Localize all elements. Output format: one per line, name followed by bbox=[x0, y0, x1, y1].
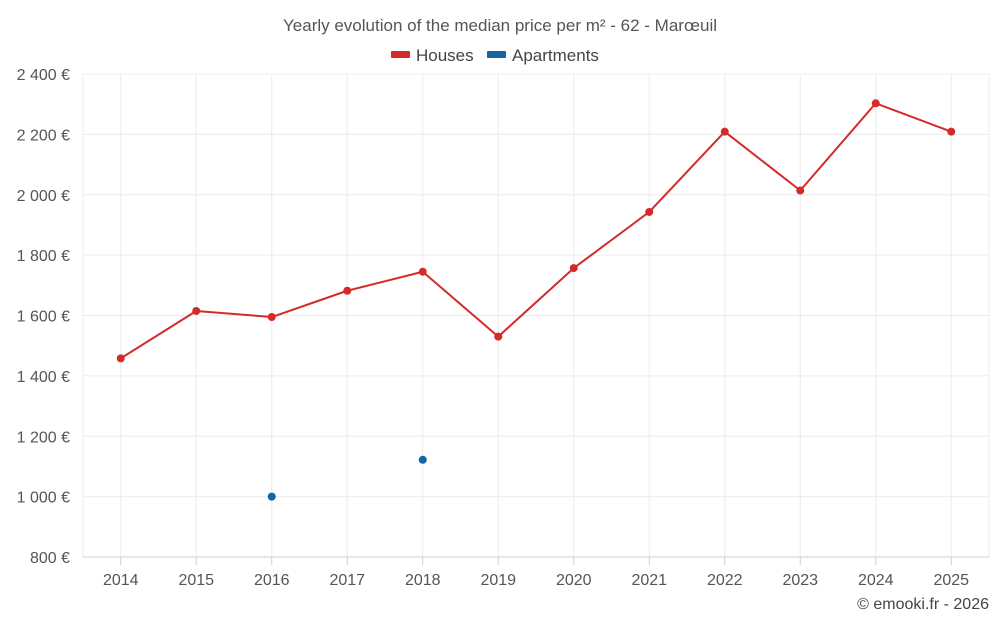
data-point-apartments-2016[interactable] bbox=[267, 492, 276, 501]
data-point-houses-2019[interactable] bbox=[494, 332, 503, 341]
x-tick-label: 2017 bbox=[329, 572, 365, 589]
credit-text: © emooki.fr - 2026 bbox=[857, 596, 989, 613]
data-point-houses-2025[interactable] bbox=[947, 127, 956, 136]
y-tick-label: 1 000 € bbox=[17, 490, 70, 507]
series-line-houses bbox=[120, 102, 952, 360]
data-point-houses-2018[interactable] bbox=[418, 267, 427, 276]
data-point-houses-2014[interactable] bbox=[116, 354, 125, 363]
series bbox=[116, 99, 956, 501]
legend-label-apartments: Apartments bbox=[512, 46, 599, 65]
x-tick-label: 2021 bbox=[631, 572, 667, 589]
y-tick-label: 1 400 € bbox=[17, 369, 70, 386]
chart-title: Yearly evolution of the median price per… bbox=[283, 16, 717, 35]
legend-label-houses: Houses bbox=[416, 46, 474, 65]
x-tick-label: 2023 bbox=[782, 572, 818, 589]
data-point-houses-2022[interactable] bbox=[720, 127, 729, 136]
y-tick-label: 1 200 € bbox=[17, 429, 70, 446]
data-point-apartments-2018[interactable] bbox=[418, 455, 427, 464]
y-tick-label: 800 € bbox=[30, 550, 70, 567]
data-point-houses-2024[interactable] bbox=[871, 99, 880, 108]
y-tick-label: 1 800 € bbox=[17, 248, 70, 265]
series-houses bbox=[116, 99, 956, 363]
y-tick-label: 2 000 € bbox=[17, 188, 70, 205]
y-axis: 800 € 1 000 € 1 200 € 1 400 € 1 600 € 1 800 €… bbox=[17, 67, 70, 567]
x-tick-label: 2018 bbox=[405, 572, 441, 589]
x-tick-label: 2019 bbox=[480, 572, 516, 589]
data-point-houses-2015[interactable] bbox=[192, 306, 201, 315]
y-tick-label: 2 200 € bbox=[17, 127, 70, 144]
legend-swatch-houses bbox=[391, 51, 410, 58]
x-axis: 2014 2015 2016 2017 2018 2019 2020 2021 2022 2023… bbox=[83, 556, 989, 589]
x-tick-label: 2014 bbox=[103, 572, 139, 589]
x-tick-label: 2025 bbox=[933, 572, 969, 589]
legend-item-houses[interactable]: Houses bbox=[391, 46, 474, 65]
x-tick-label: 2016 bbox=[254, 572, 290, 589]
data-point-houses-2020[interactable] bbox=[569, 264, 578, 273]
legend-item-apartments[interactable]: Apartments bbox=[487, 46, 599, 65]
x-tick-label: 2024 bbox=[858, 572, 894, 589]
x-tick-label: 2015 bbox=[178, 572, 214, 589]
legend-swatch-apartments bbox=[487, 51, 506, 58]
y-tick-label: 1 600 € bbox=[17, 309, 70, 326]
y-tick-label: 2 400 € bbox=[17, 67, 70, 84]
data-point-houses-2016[interactable] bbox=[267, 313, 276, 322]
data-point-houses-2021[interactable] bbox=[645, 207, 654, 216]
data-point-houses-2017[interactable] bbox=[343, 286, 352, 295]
x-tick-label: 2020 bbox=[556, 572, 592, 589]
grid bbox=[82, 73, 990, 557]
x-tick-label: 2022 bbox=[707, 572, 743, 589]
data-point-houses-2023[interactable] bbox=[796, 186, 805, 195]
legend: Houses Apartments bbox=[391, 46, 599, 65]
series-apartments bbox=[267, 455, 427, 501]
